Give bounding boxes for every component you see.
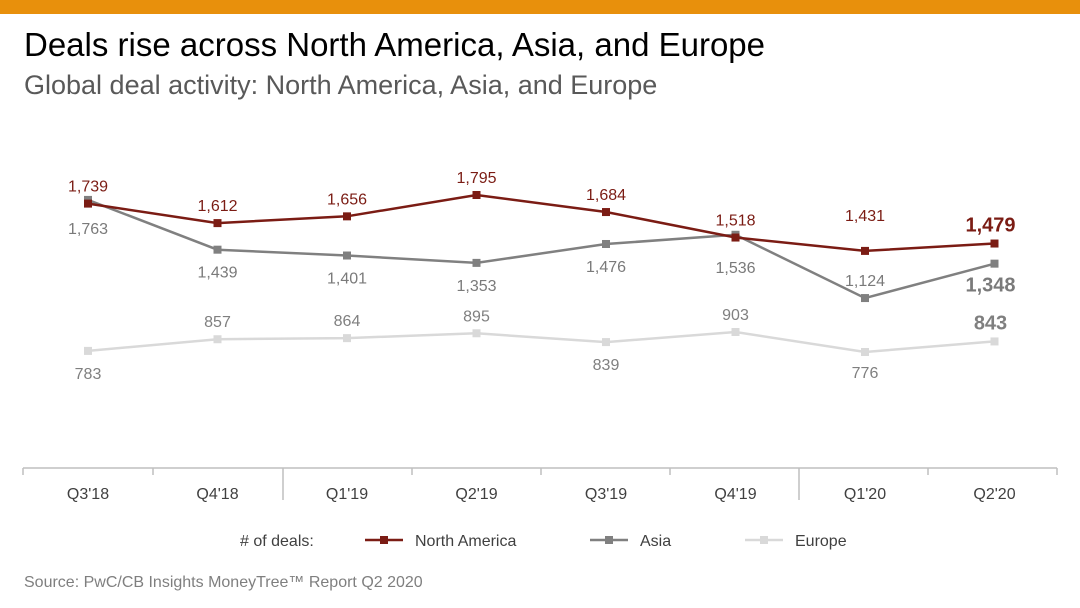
asia-data-label: 1,124 [845,273,885,290]
europe-marker [990,337,999,346]
x-tick-label: Q4'19 [714,486,756,503]
north-america-data-label: 1,684 [586,187,626,204]
asia-data-label: 1,536 [715,260,755,277]
north-america-data-label: 1,795 [456,170,496,187]
north-america-marker [343,212,351,221]
north-america-marker [213,219,222,228]
x-tick-label: Q1'20 [844,486,886,503]
europe-data-label: 843 [974,312,1007,334]
top-accent-bar [0,0,1080,14]
x-tick-label: Q3'19 [585,486,627,503]
source-note: Source: PwC/CB Insights MoneyTree™ Repor… [24,574,423,591]
north-america-marker [602,208,610,217]
europe-line [87,330,995,354]
europe-data-label: 839 [593,357,620,374]
europe-marker [213,335,222,344]
europe-marker [861,348,869,356]
europe-marker [84,346,92,355]
europe-data-label: 903 [722,307,749,324]
north-america-line [87,193,995,253]
asia-marker [861,294,869,303]
north-america-marker [84,199,92,208]
north-america-data-label: 1,518 [715,213,755,230]
north-america-data-label: 1,656 [327,191,367,208]
asia-marker [343,251,351,260]
asia-marker [990,259,999,268]
europe-data-label: 864 [334,313,361,330]
legend-title: # of deals: [240,533,314,550]
europe-data-label: 895 [463,308,490,325]
north-america-legend-marker [380,536,388,544]
asia-data-label: 1,401 [327,271,367,288]
x-tick-label: Q1'19 [326,486,368,503]
north-america-data-label: 1,739 [68,179,108,196]
north-america-marker [472,191,481,199]
europe-marker [343,334,351,343]
europe-marker [602,338,610,347]
asia-data-label: 1,439 [197,265,237,282]
asia-data-label: 1,476 [586,259,626,276]
chart-subtitle: Global deal activity: North America, Asi… [24,70,658,100]
north-america-marker [861,246,869,255]
asia-legend-marker [605,536,613,544]
europe-data-label: 857 [204,314,231,331]
asia-data-label: 1,353 [456,278,496,295]
europe-marker [731,328,740,336]
x-tick-label: Q2'19 [455,486,497,503]
asia-data-label: 1,763 [68,221,108,238]
europe-marker [472,329,481,338]
north-america-marker [990,239,999,248]
asia-marker [213,245,222,254]
asia-data-label: 1,348 [965,275,1015,297]
north-america-data-label: 1,431 [845,208,885,225]
europe-legend-label: Europe [795,533,847,550]
north-america-data-label: 1,479 [965,215,1015,237]
europe-legend-marker [760,536,768,544]
europe-data-label: 783 [75,366,102,383]
north-america-data-label: 1,612 [197,198,237,215]
x-tick-label: Q3'18 [67,486,109,503]
asia-legend-label: Asia [640,533,671,550]
north-america-legend-label: North America [415,533,516,550]
x-tick-label: Q2'20 [973,486,1015,503]
north-america-marker [731,233,740,242]
x-tick-label: Q4'18 [196,486,238,503]
chart-title: Deals rise across North America, Asia, a… [24,26,766,63]
asia-marker [472,258,481,267]
asia-line [87,198,995,300]
europe-data-label: 776 [852,365,879,382]
asia-marker [602,239,610,248]
